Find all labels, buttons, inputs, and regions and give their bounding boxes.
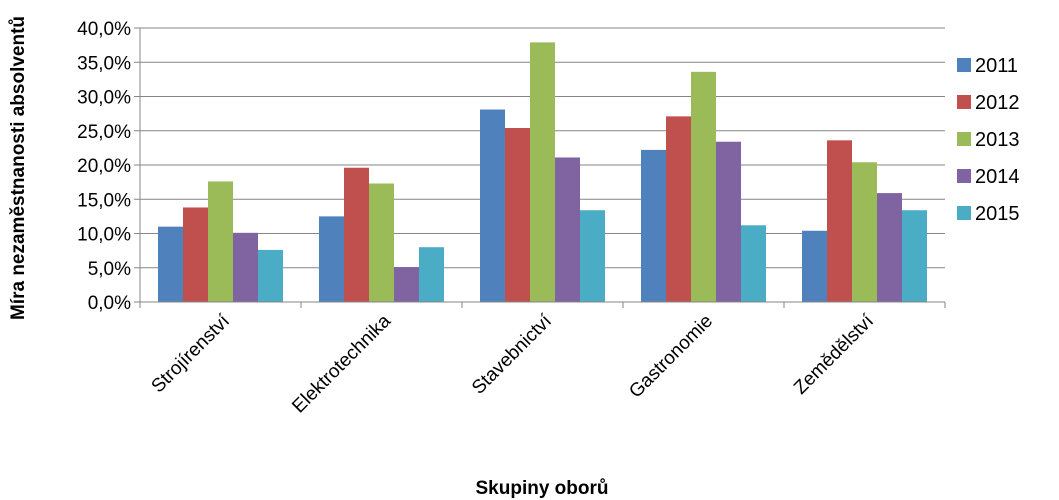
y-tick-labels: 0,0% 5,0% 10,0% 15,0% 20,0% 25,0% 30,0% 35,0% 40… xyxy=(77,19,131,314)
y-tick-label: 40,0% xyxy=(77,19,131,40)
y-tick-label: 0,0% xyxy=(88,293,131,314)
bar-2011 xyxy=(319,216,344,302)
x-axis-title: Skupiny oborů xyxy=(476,478,609,499)
bar-2013 xyxy=(852,162,877,302)
y-axis-title: Míra nezaměstnanosti absolventů xyxy=(8,16,29,320)
x-tick-labels: Strojírenství Elektrotechnika Stavebnictví… xyxy=(148,310,879,417)
bar-2014 xyxy=(716,141,741,302)
bar-2015 xyxy=(741,225,766,302)
x-tick-label: Stavebnictví xyxy=(468,310,557,399)
bar-2012 xyxy=(505,128,530,302)
bar-2015 xyxy=(902,210,927,302)
bar-2011 xyxy=(480,109,505,302)
bar-2013 xyxy=(691,71,716,302)
y-tick-label: 20,0% xyxy=(77,156,131,177)
legend-swatch-2014 xyxy=(957,169,971,183)
bar-2015 xyxy=(580,210,605,302)
x-tick-label: Zemědělství xyxy=(790,310,879,399)
legend-swatch-2015 xyxy=(957,206,971,220)
bar-2012 xyxy=(666,116,691,303)
y-tick-label: 35,0% xyxy=(77,53,131,74)
bar-2012 xyxy=(827,140,852,302)
legend-swatch-2012 xyxy=(957,95,971,109)
bar-2012 xyxy=(183,207,208,302)
legend-label-2012: 2012 xyxy=(975,92,1020,114)
bar-2013 xyxy=(369,183,394,302)
bar-2013 xyxy=(208,181,233,302)
x-tick-label: Strojírenství xyxy=(148,310,235,397)
legend-label-2014: 2014 xyxy=(975,166,1020,188)
legend-label-2013: 2013 xyxy=(975,129,1020,151)
y-tick-label: 25,0% xyxy=(77,122,131,143)
bar-2014 xyxy=(555,157,580,302)
y-tick-label: 15,0% xyxy=(77,190,131,211)
bar-2011 xyxy=(802,230,827,302)
bars xyxy=(158,42,927,303)
bar-2011 xyxy=(158,226,183,302)
bar-2013 xyxy=(530,42,555,302)
legend: 2011 2012 2013 2014 2015 xyxy=(957,55,1020,225)
x-tick-label: Gastronomie xyxy=(625,311,717,403)
bar-2015 xyxy=(419,247,444,302)
legend-swatch-2011 xyxy=(957,58,971,72)
y-tick-label: 5,0% xyxy=(88,259,131,280)
bar-2012 xyxy=(344,167,369,302)
axes xyxy=(134,27,946,308)
bar-2014 xyxy=(877,193,902,302)
y-tick-label: 30,0% xyxy=(77,88,131,109)
bar-2014 xyxy=(394,267,419,302)
legend-swatch-2013 xyxy=(957,132,971,146)
y-tick-label: 10,0% xyxy=(77,225,131,246)
bar-2015 xyxy=(258,249,283,302)
legend-label-2015: 2015 xyxy=(975,203,1020,225)
legend-label-2011: 2011 xyxy=(975,55,1018,77)
x-tick-label: Elektrotechnika xyxy=(288,310,395,417)
bar-2014 xyxy=(233,232,258,302)
bar-2011 xyxy=(641,149,666,302)
